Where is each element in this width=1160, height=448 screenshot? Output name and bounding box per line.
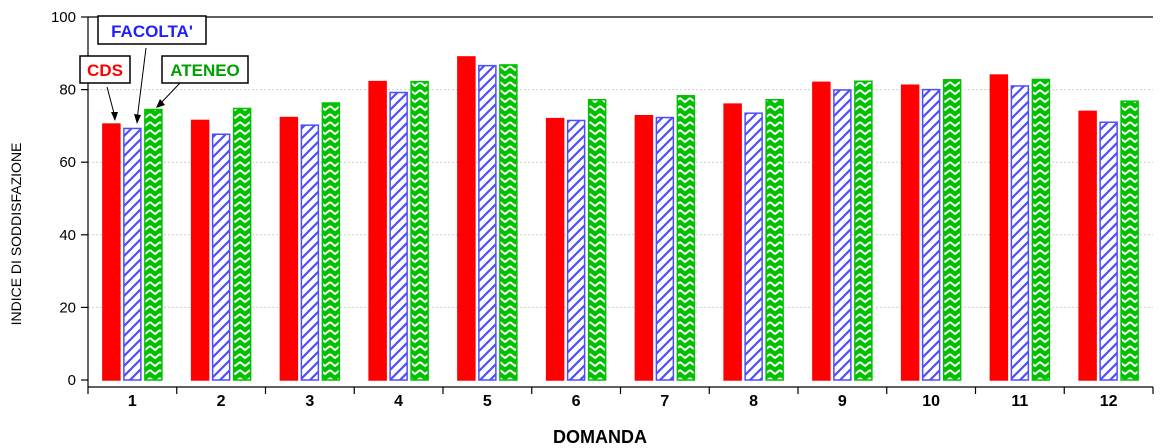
bar-cds-6: [545, 117, 565, 381]
x-tick-label: 1: [128, 393, 137, 410]
bar-cds-1: [102, 123, 121, 381]
x-axis-title: DOMANDA: [553, 427, 647, 447]
bar-facolta-5: [478, 64, 497, 381]
bar-cds-5: [457, 56, 476, 381]
bar-facolta-11: [1010, 85, 1030, 381]
callout-box-cds: [79, 55, 131, 84]
y-tick-label: 40: [59, 227, 76, 244]
x-tick-label: 5: [483, 393, 492, 410]
bar-facolta-2: [211, 133, 231, 381]
callout-arrow-facolta: [134, 114, 141, 124]
bar-cds-10: [900, 84, 920, 381]
y-tick-label: 60: [59, 154, 76, 171]
callout-box-ateneo: [161, 55, 249, 84]
x-tick-label: 6: [572, 393, 581, 410]
bar-facolta-9: [833, 89, 852, 381]
callout-box-facolta: [97, 15, 207, 45]
bar-facolta-4: [389, 91, 408, 381]
bar-cds-7: [634, 114, 654, 381]
x-tick-label: 9: [838, 393, 847, 410]
x-tick-label: 12: [1100, 393, 1118, 410]
bar-facolta-3: [300, 124, 320, 381]
x-tick-label: 2: [217, 393, 226, 410]
callout-leader-ateneo: [159, 82, 181, 105]
x-tick-label: 10: [922, 393, 940, 410]
bar-ateneo-4: [410, 80, 429, 381]
bar-ateneo-12: [1120, 100, 1139, 381]
bar-facolta-10: [921, 88, 941, 381]
x-tick-label: 8: [749, 393, 758, 410]
legend-callouts: CDS FACOLTA' ATENEO: [79, 15, 249, 124]
bar-ateneo-1: [144, 108, 163, 381]
bar-cds-11: [989, 74, 1009, 381]
callout-arrow-ateneo: [156, 99, 165, 108]
y-tick-label: 100: [51, 9, 76, 26]
bar-ateneo-3: [321, 102, 341, 381]
bar-cds-12: [1078, 110, 1097, 381]
callout-label-cds: CDS: [87, 61, 123, 80]
bar-cds-9: [812, 81, 831, 381]
y-tick-label: 0: [68, 372, 76, 389]
callout-label-ateneo: ATENEO: [170, 61, 240, 80]
callout-arrow-cds: [111, 112, 118, 121]
bar-ateneo-2: [232, 107, 252, 381]
bar-facolta-6: [566, 119, 586, 381]
x-tick-label: 3: [305, 393, 314, 410]
bar-cds-8: [723, 103, 742, 381]
bar-facolta-8: [744, 112, 763, 381]
y-tick-label: 20: [59, 299, 76, 316]
bar-facolta-12: [1099, 121, 1118, 381]
bar-facolta-1: [123, 127, 142, 381]
bar-ateneo-9: [854, 80, 873, 381]
y-axis-title: INDICE DI SODDISFAZIONE: [8, 143, 24, 326]
bar-ateneo-7: [676, 95, 696, 381]
bar-ateneo-5: [499, 64, 518, 381]
bar-cds-4: [368, 80, 387, 381]
bars: [102, 56, 1139, 381]
bar-cds-3: [279, 116, 299, 381]
bar-facolta-7: [655, 116, 675, 381]
y-tick-label: 80: [59, 82, 76, 99]
x-tick-label: 4: [394, 393, 403, 410]
bar-ateneo-10: [942, 79, 962, 381]
bar-ateneo-6: [587, 99, 607, 381]
bar-ateneo-11: [1031, 78, 1051, 381]
callout-label-facolta: FACOLTA': [111, 22, 193, 41]
bar-ateneo-8: [765, 99, 784, 381]
axes: [81, 16, 1154, 394]
x-tick-label: 11: [1011, 393, 1028, 410]
callout-leader-facolta: [136, 47, 147, 121]
x-tick-label: 7: [660, 393, 669, 410]
bar-cds-2: [190, 119, 210, 381]
